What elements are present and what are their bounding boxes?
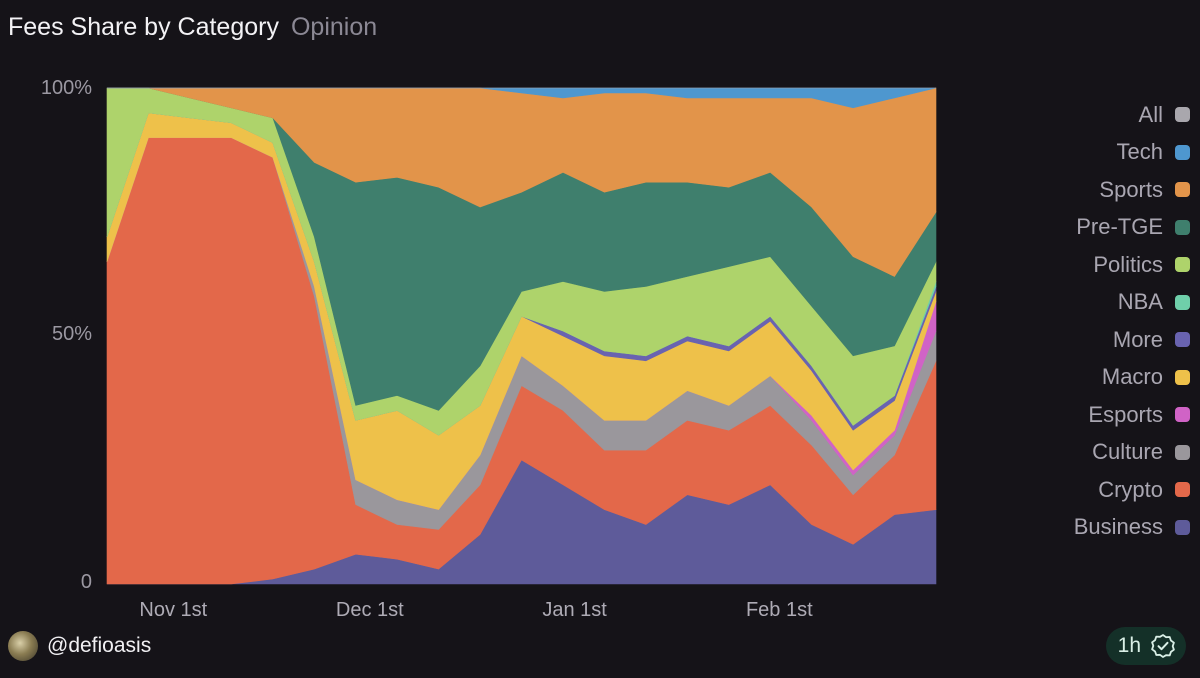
legend-item-all[interactable]: All bbox=[1074, 96, 1190, 134]
legend-item-nba[interactable]: NBA bbox=[1074, 284, 1190, 322]
legend-label: Crypto bbox=[1098, 476, 1163, 502]
legend: All Tech Sports Pre-TGE Politics NBA More Macro… bbox=[1074, 96, 1190, 546]
x-tick-label: Dec 1st bbox=[335, 599, 404, 621]
legend-swatch bbox=[1175, 257, 1190, 273]
legend-swatch bbox=[1175, 332, 1190, 348]
check-badge-icon bbox=[1151, 634, 1175, 658]
avatar[interactable] bbox=[8, 631, 38, 661]
legend-item-culture[interactable]: Culture bbox=[1074, 434, 1190, 472]
legend-item-politics[interactable]: Politics bbox=[1074, 246, 1190, 284]
legend-swatch bbox=[1175, 482, 1190, 498]
author: @defioasis bbox=[8, 631, 151, 661]
chart-title: Fees Share by Category bbox=[8, 13, 279, 41]
chart-subtitle: Opinion bbox=[290, 13, 378, 41]
legend-item-esports[interactable]: Esports bbox=[1074, 396, 1190, 434]
x-tick-label: Jan 1st bbox=[542, 599, 607, 621]
legend-label: Esports bbox=[1088, 401, 1163, 427]
y-tick-label: 0 bbox=[80, 571, 92, 593]
legend-swatch bbox=[1175, 107, 1190, 123]
legend-item-business[interactable]: Business bbox=[1074, 509, 1190, 547]
legend-label: All bbox=[1138, 101, 1163, 127]
legend-item-more[interactable]: More bbox=[1074, 321, 1190, 359]
chart-title-row: Fees Share by Category Opinion bbox=[8, 10, 377, 44]
legend-item-tech[interactable]: Tech bbox=[1074, 134, 1190, 172]
y-tick-label: 100% bbox=[40, 77, 92, 99]
legend-label: NBA bbox=[1117, 289, 1163, 315]
legend-swatch bbox=[1175, 144, 1190, 160]
x-tick-label: Nov 1st bbox=[139, 599, 208, 621]
legend-label: Sports bbox=[1099, 176, 1163, 202]
legend-item-sports[interactable]: Sports bbox=[1074, 171, 1190, 209]
time-badge: 1h bbox=[1105, 627, 1186, 665]
legend-swatch bbox=[1175, 519, 1190, 535]
legend-label: Tech bbox=[1116, 139, 1163, 165]
legend-swatch bbox=[1175, 407, 1190, 423]
legend-label: More bbox=[1112, 326, 1163, 352]
y-tick-label: 50% bbox=[51, 323, 92, 345]
legend-swatch bbox=[1175, 182, 1190, 198]
legend-label: Culture bbox=[1092, 439, 1163, 465]
legend-label: Macro bbox=[1101, 364, 1163, 390]
author-handle[interactable]: @defioasis bbox=[47, 634, 152, 657]
legend-item-macro[interactable]: Macro bbox=[1074, 359, 1190, 397]
legend-swatch bbox=[1175, 294, 1190, 310]
legend-label: Business bbox=[1073, 514, 1163, 540]
area-series-group bbox=[106, 87, 937, 585]
legend-swatch bbox=[1175, 369, 1190, 385]
x-tick-label: Feb 1st bbox=[745, 599, 813, 621]
legend-label: Politics bbox=[1093, 251, 1163, 277]
legend-swatch bbox=[1175, 444, 1190, 460]
legend-item-pre-tge[interactable]: Pre-TGE bbox=[1074, 209, 1190, 247]
legend-label: Pre-TGE bbox=[1076, 214, 1163, 240]
time-ago: 1h bbox=[1117, 634, 1141, 657]
legend-item-crypto[interactable]: Crypto bbox=[1074, 471, 1190, 509]
legend-swatch bbox=[1175, 219, 1190, 235]
